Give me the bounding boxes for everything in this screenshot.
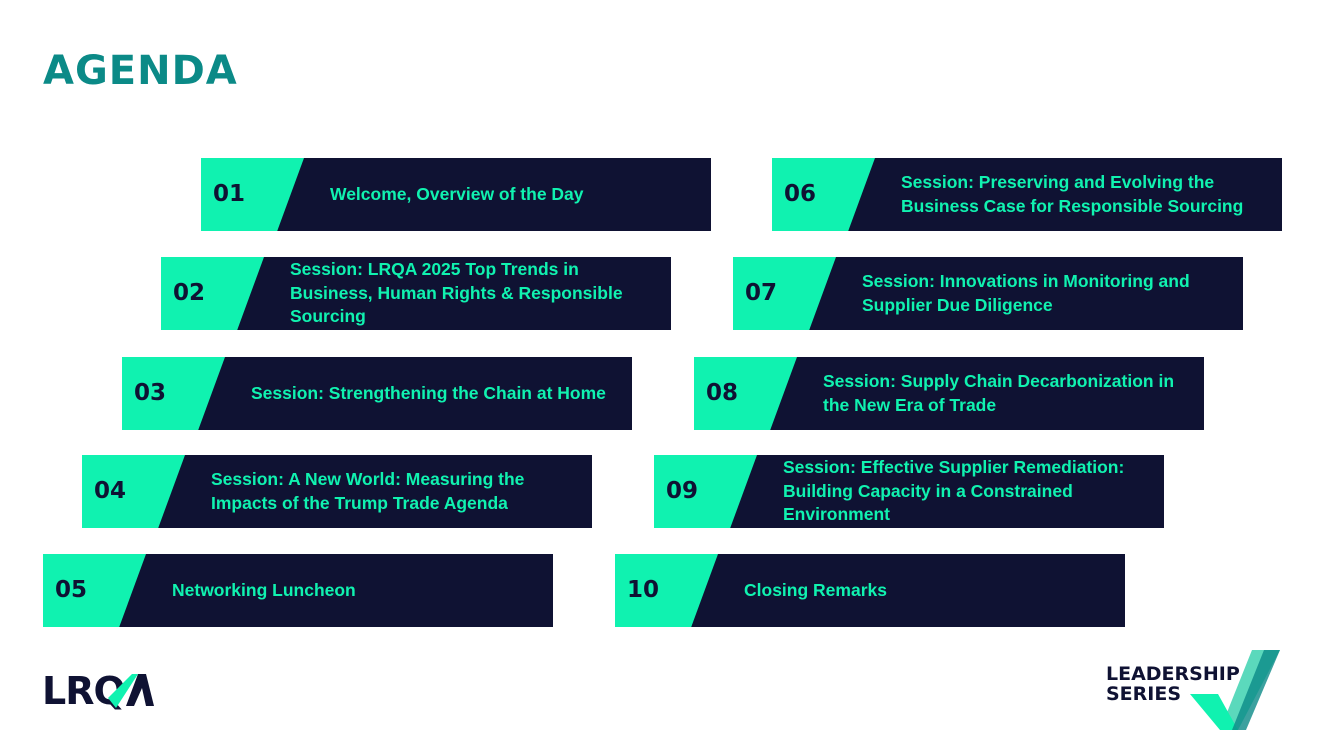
item-label: Session: A New World: Measuring the Impa… [211,455,580,528]
item-label-text: Session: A New World: Measuring the Impa… [211,469,525,513]
item-label-text: Session: Supply Chain Decarbonization in… [823,371,1175,415]
item-label-text: Session: LRQA 2025 Top Trends in Busines… [290,259,623,327]
item-label: Session: Innovations in Monitoring and S… [862,257,1231,330]
leadership-series-text: LEADERSHIP SERIES [1106,664,1240,704]
agenda-item: 10 Closing Remarks [615,554,1125,627]
svg-text:LRQ: LRQ [42,670,125,710]
item-number: 03 [134,380,167,406]
agenda-item: 03 Session: Strengthening the Chain at Ho… [122,357,632,430]
lrqa-logo: LRQ [42,669,154,720]
item-label: Session: LRQA 2025 Top Trends in Busines… [290,257,659,330]
item-number: 05 [55,577,88,603]
agenda-item: 07 Session: Innovations in Monitoring and… [733,257,1243,330]
item-label: Closing Remarks [744,554,1113,627]
item-label: Welcome, Overview of the Day [330,158,699,231]
item-label-text: Session: Effective Supplier Remediation:… [783,457,1125,525]
item-number: 01 [213,181,246,207]
agenda-item: 01 Welcome, Overview of the Day [201,158,711,231]
item-label-text: Session: Preserving and Evolving the Bus… [901,172,1244,216]
item-label-text: Closing Remarks [744,579,887,600]
logo-line-2: SERIES [1106,683,1182,705]
item-number: 02 [173,280,206,306]
agenda-item: 06 Session: Preserving and Evolving the B… [772,158,1282,231]
logo-line-1: LEADERSHIP [1106,663,1240,685]
item-label: Networking Luncheon [172,554,541,627]
item-label-text: Session: Innovations in Monitoring and S… [862,271,1190,315]
item-number: 09 [666,478,699,504]
item-number: 04 [94,478,127,504]
item-number: 10 [627,577,660,603]
page-title: AGENDA [43,48,238,94]
agenda-item: 09 Session: Effective Supplier Remediatio… [654,455,1164,528]
item-label: Session: Effective Supplier Remediation:… [783,455,1152,528]
agenda-item: 05 Networking Luncheon [43,554,553,627]
item-number: 08 [706,380,739,406]
item-number: 07 [745,280,778,306]
agenda-item: 04 Session: A New World: Measuring the Im… [82,455,592,528]
agenda-item: 02 Session: LRQA 2025 Top Trends in Busin… [161,257,671,330]
item-number: 06 [784,181,817,207]
item-label: Session: Preserving and Evolving the Bus… [901,158,1270,231]
item-label-text: Networking Luncheon [172,579,356,600]
item-label: Session: Supply Chain Decarbonization in… [823,357,1192,430]
item-label-text: Session: Strengthening the Chain at Home [251,382,606,403]
item-label-text: Welcome, Overview of the Day [330,183,584,204]
agenda-item: 08 Session: Supply Chain Decarbonization … [694,357,1204,430]
item-label: Session: Strengthening the Chain at Home [251,357,620,430]
